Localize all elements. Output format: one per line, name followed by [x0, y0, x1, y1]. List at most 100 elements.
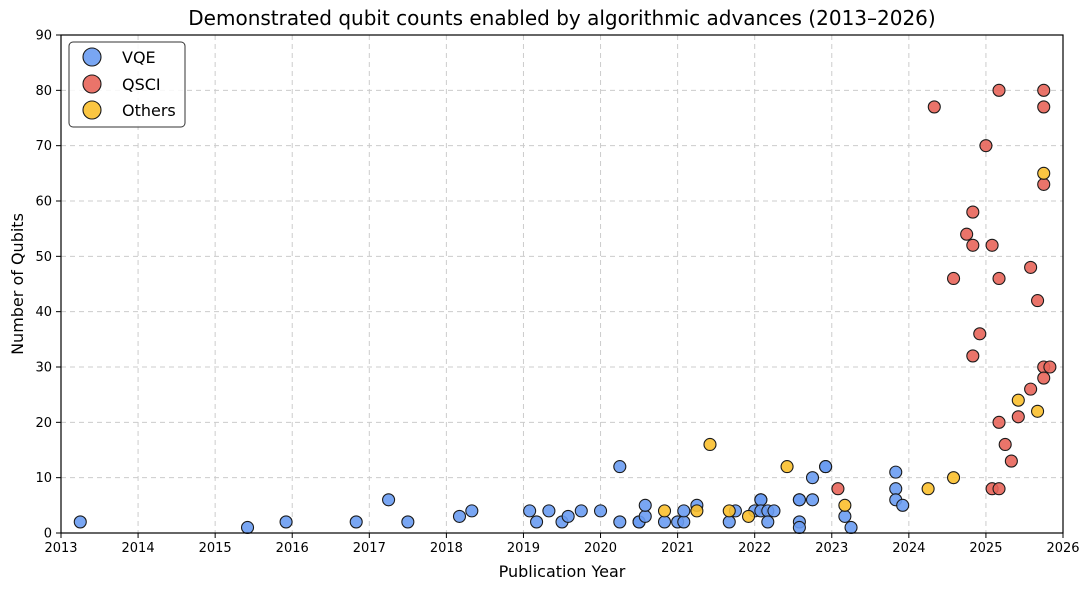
- point-qsci: [966, 349, 980, 363]
- data-points: [73, 83, 1057, 535]
- point-qsci: [1037, 177, 1051, 191]
- chart-title: Demonstrated qubit counts enabled by alg…: [188, 6, 935, 30]
- point-vqe: [530, 515, 544, 529]
- point-qsci: [966, 205, 980, 219]
- point-qsci: [992, 482, 1006, 496]
- point-qsci: [1004, 454, 1018, 468]
- y-tick-label: 0: [44, 527, 52, 542]
- point-vqe: [657, 515, 672, 529]
- point-others: [1031, 404, 1045, 418]
- point-vqe: [844, 520, 858, 535]
- x-tick-label: 2019: [507, 541, 540, 556]
- x-tick-label: 2026: [1046, 541, 1079, 556]
- point-vqe: [754, 493, 768, 507]
- point-qsci: [985, 238, 999, 252]
- y-tick-label: 90: [35, 29, 52, 44]
- point-vqe: [613, 515, 627, 529]
- plot-frame: [60, 34, 1064, 534]
- point-vqe: [240, 520, 255, 535]
- axis-ticks: 2013 2014 2015 2016 2017 2018 2019 2020 2021 2022…: [35, 29, 1079, 557]
- point-qsci: [1011, 410, 1025, 424]
- y-tick-label: 60: [35, 195, 52, 210]
- point-vqe: [638, 509, 652, 523]
- legend-label-vqe: VQE: [122, 48, 156, 67]
- point-others: [703, 437, 717, 452]
- point-qsci: [992, 271, 1006, 286]
- x-tick-label: 2020: [584, 541, 617, 556]
- point-others: [741, 509, 756, 523]
- point-qsci: [947, 271, 961, 286]
- point-qsci: [960, 227, 974, 241]
- y-tick-label: 40: [35, 305, 52, 320]
- point-vqe: [722, 515, 736, 529]
- point-qsci: [927, 100, 941, 114]
- x-tick-label: 2025: [969, 541, 1002, 556]
- x-tick-label: 2024: [892, 541, 925, 556]
- legend-marker-others: [82, 100, 102, 120]
- point-qsci: [979, 139, 993, 153]
- legend-label-qsci: QSCI: [122, 75, 161, 94]
- point-vqe: [452, 509, 467, 523]
- y-tick-label: 80: [35, 84, 52, 99]
- point-vqe: [523, 504, 537, 518]
- x-tick-label: 2017: [353, 541, 386, 556]
- point-others: [780, 460, 794, 474]
- legend-marker-qsci: [82, 74, 102, 94]
- point-vqe: [279, 515, 293, 529]
- x-tick-label: 2023: [815, 541, 848, 556]
- x-tick-label: 2018: [430, 541, 463, 556]
- point-others: [722, 504, 736, 518]
- point-vqe: [792, 520, 806, 535]
- point-vqe: [889, 465, 903, 479]
- legend-marker-vqe: [82, 47, 102, 67]
- point-others: [657, 504, 672, 518]
- legend-label-others: Others: [122, 101, 176, 120]
- y-tick-label: 50: [35, 250, 52, 265]
- y-tick-label: 70: [35, 139, 52, 154]
- point-qsci: [831, 482, 845, 496]
- y-tick-label: 10: [35, 471, 52, 486]
- point-qsci: [1043, 360, 1057, 374]
- x-tick-label: 2013: [44, 541, 77, 556]
- point-vqe: [838, 509, 852, 523]
- legend: VQE QSCI Others: [68, 41, 186, 128]
- point-vqe: [382, 493, 396, 507]
- point-others: [1011, 393, 1025, 407]
- point-vqe: [896, 498, 910, 512]
- y-axis-label: Number of Qubits: [8, 213, 27, 355]
- point-vqe: [574, 504, 588, 518]
- point-qsci: [992, 83, 1006, 97]
- point-qsci: [1037, 100, 1051, 114]
- y-tick-label: 20: [35, 416, 52, 431]
- point-vqe: [542, 504, 556, 518]
- point-vqe: [401, 515, 415, 529]
- point-vqe: [889, 482, 903, 496]
- grid-lines: [60, 34, 1064, 534]
- x-tick-label: 2016: [276, 541, 309, 556]
- point-vqe: [819, 460, 833, 474]
- point-qsci: [1024, 260, 1038, 274]
- point-qsci: [998, 437, 1012, 452]
- point-qsci: [1037, 83, 1051, 97]
- x-axis-label: Publication Year: [499, 562, 626, 581]
- point-qsci: [1024, 382, 1038, 396]
- point-others: [921, 482, 935, 496]
- point-vqe: [767, 504, 781, 518]
- x-tick-label: 2015: [199, 541, 232, 556]
- point-others: [947, 471, 961, 485]
- point-vqe: [349, 515, 363, 529]
- x-tick-label: 2014: [122, 541, 155, 556]
- point-vqe: [613, 460, 627, 474]
- point-vqe: [805, 493, 820, 507]
- point-others: [1037, 166, 1051, 180]
- point-vqe: [761, 515, 775, 529]
- point-vqe: [465, 504, 479, 518]
- point-others: [690, 504, 704, 518]
- point-vqe: [677, 515, 691, 529]
- point-vqe: [638, 498, 652, 512]
- point-qsci: [1037, 371, 1051, 385]
- point-qsci: [1031, 294, 1045, 308]
- point-vqe: [805, 471, 820, 485]
- point-qsci: [973, 327, 987, 341]
